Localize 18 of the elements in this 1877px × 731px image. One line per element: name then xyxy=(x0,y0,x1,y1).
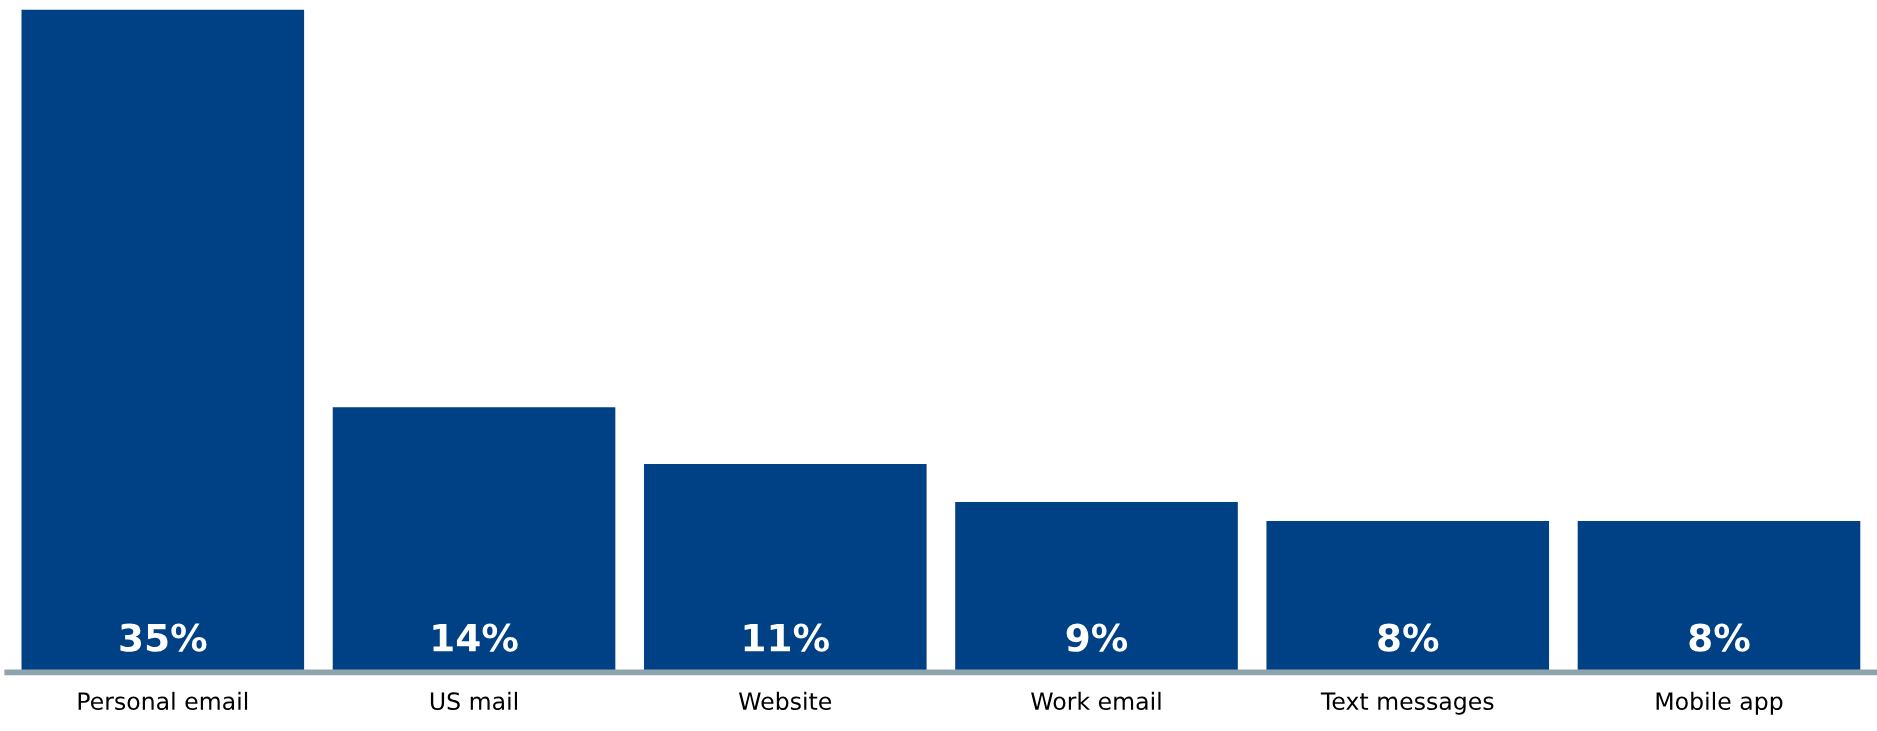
bar xyxy=(955,501,1238,673)
bar xyxy=(1577,520,1861,673)
x-tick-label: Mobile app xyxy=(1656,691,1783,715)
data-label: 35% xyxy=(120,623,207,652)
data-label: 11% xyxy=(744,623,829,652)
x-tick-label: Personal email xyxy=(78,691,248,711)
x-tick-label: US mail xyxy=(430,691,518,711)
bar xyxy=(1266,520,1550,673)
x-tick-label: Work email xyxy=(1031,691,1161,711)
data-label: 8% xyxy=(1689,623,1750,652)
bar xyxy=(21,9,305,673)
bar xyxy=(643,464,927,673)
bar xyxy=(332,407,616,673)
x-tick-label: Website xyxy=(739,691,832,711)
data-label: 8% xyxy=(1378,623,1439,652)
x-tick-label: Text messages xyxy=(1320,692,1494,715)
data-label: 14% xyxy=(433,623,518,652)
data-label: 9% xyxy=(1066,623,1128,652)
